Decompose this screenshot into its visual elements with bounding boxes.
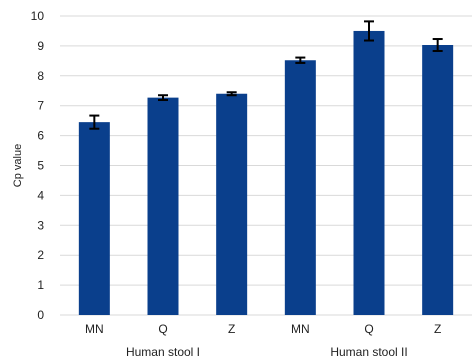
y-tick-label: 5 bbox=[37, 159, 44, 173]
bar bbox=[422, 45, 454, 316]
y-tick-label: 0 bbox=[37, 308, 44, 322]
bar bbox=[216, 93, 248, 316]
x-category-label: Z bbox=[434, 322, 441, 336]
y-tick-label: 2 bbox=[37, 248, 44, 262]
y-axis-label: Cp value bbox=[12, 144, 24, 187]
bar bbox=[78, 122, 110, 316]
gridlines bbox=[60, 15, 472, 316]
error-bars bbox=[89, 20, 443, 130]
y-tick-label: 1 bbox=[37, 278, 44, 292]
error-bar bbox=[432, 38, 443, 52]
x-category-label: MN bbox=[85, 322, 104, 336]
y-axis-ticks: 0 1 2 3 4 5 6 7 8 9 10 bbox=[31, 9, 45, 322]
error-bar bbox=[364, 20, 374, 42]
bar bbox=[284, 60, 316, 315]
error-bar bbox=[226, 91, 237, 97]
x-group-label: Human stool II bbox=[330, 345, 407, 359]
bar bbox=[147, 97, 179, 315]
x-axis-group-labels: Human stool I Human stool II bbox=[126, 345, 408, 359]
x-category-label: Q bbox=[364, 322, 373, 336]
y-tick-label: 4 bbox=[37, 188, 44, 202]
x-category-label: Z bbox=[228, 322, 235, 336]
bar bbox=[353, 30, 385, 315]
x-category-label: Q bbox=[158, 322, 167, 336]
bars bbox=[78, 30, 454, 316]
y-tick-label: 6 bbox=[37, 129, 44, 143]
y-tick-label: 7 bbox=[37, 99, 44, 113]
error-bar bbox=[89, 114, 100, 130]
y-tick-label: 8 bbox=[37, 69, 44, 83]
y-tick-label: 3 bbox=[37, 218, 44, 232]
x-category-label: MN bbox=[291, 322, 310, 336]
x-axis-category-labels: MN Q Z MN Q Z bbox=[85, 322, 441, 336]
y-tick-label: 9 bbox=[37, 39, 44, 53]
y-tick-label: 10 bbox=[31, 9, 45, 23]
error-bar bbox=[158, 94, 168, 102]
x-group-label: Human stool I bbox=[126, 345, 200, 359]
error-bar bbox=[295, 56, 306, 64]
